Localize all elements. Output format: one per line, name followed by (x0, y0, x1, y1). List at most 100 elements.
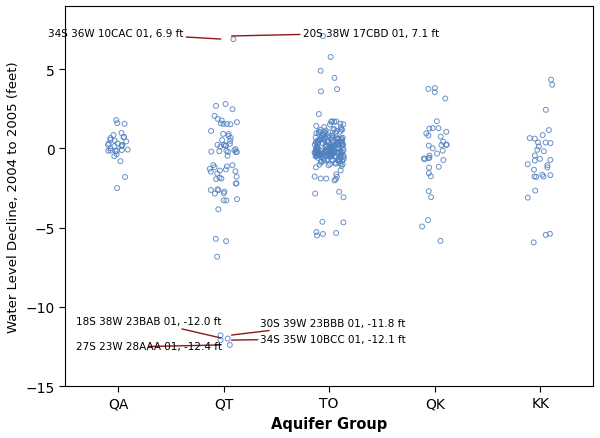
Point (327, 148, 337, 155)
Point (313, 140, 323, 147)
Point (523, 194, 533, 201)
Point (320, 148, 330, 155)
Point (333, 145, 343, 152)
Point (106, 137, 115, 144)
Point (231, 180, 241, 187)
Point (223, 149, 233, 156)
Point (331, 230, 341, 237)
Point (534, 144, 544, 151)
Point (538, 172, 547, 179)
Point (109, 153, 119, 160)
Point (215, 144, 225, 151)
Point (523, 161, 533, 168)
Point (217, 176, 226, 183)
Point (317, 154, 326, 161)
Point (312, 144, 322, 151)
Point (321, 127, 331, 134)
Text: 27S 23W 28AAA 01, -12.4 ft: 27S 23W 28AAA 01, -12.4 ft (76, 342, 222, 352)
Point (525, 135, 535, 142)
Point (437, 142, 446, 149)
Point (338, 219, 348, 226)
Point (317, 135, 326, 142)
Point (318, 33, 328, 40)
Point (112, 152, 121, 159)
Point (221, 143, 231, 150)
Point (332, 128, 341, 135)
Point (311, 153, 320, 160)
Point (313, 146, 322, 153)
Point (339, 148, 349, 155)
Point (545, 231, 555, 238)
Point (313, 152, 322, 159)
Point (317, 133, 327, 140)
Point (225, 141, 235, 148)
Point (326, 136, 335, 143)
Point (546, 77, 556, 84)
Point (316, 148, 325, 155)
Point (336, 127, 346, 134)
Point (221, 143, 230, 150)
Point (110, 143, 119, 150)
Point (312, 233, 322, 240)
Point (338, 194, 348, 201)
Point (213, 186, 223, 193)
Point (112, 120, 122, 127)
Point (106, 135, 115, 142)
Point (328, 150, 338, 157)
Point (116, 158, 125, 165)
Point (338, 142, 347, 149)
Point (310, 191, 320, 198)
Point (428, 145, 437, 152)
Point (539, 148, 548, 155)
Point (334, 189, 344, 196)
Point (442, 142, 452, 149)
Point (432, 151, 442, 158)
Point (320, 135, 329, 142)
Point (327, 148, 337, 155)
Point (329, 127, 339, 134)
Point (332, 154, 341, 161)
Point (327, 118, 337, 125)
Point (326, 142, 335, 149)
Point (337, 163, 346, 170)
Point (216, 337, 226, 344)
Point (322, 144, 331, 151)
Point (218, 131, 228, 138)
Point (327, 135, 337, 142)
Point (329, 126, 338, 133)
Point (327, 134, 337, 141)
Point (314, 150, 323, 157)
Point (333, 136, 343, 143)
Point (339, 154, 349, 161)
Point (422, 131, 431, 138)
Point (334, 158, 343, 165)
Point (328, 133, 337, 140)
Point (424, 165, 434, 172)
Point (332, 139, 341, 146)
Point (221, 166, 230, 173)
Point (326, 152, 336, 159)
Point (331, 143, 340, 150)
Point (438, 148, 448, 155)
Point (331, 130, 340, 137)
Point (326, 119, 336, 126)
Point (232, 149, 242, 156)
Point (333, 136, 343, 143)
Point (326, 54, 335, 61)
Point (530, 187, 540, 194)
Point (334, 135, 343, 142)
Point (314, 131, 323, 138)
Point (333, 141, 343, 148)
Point (337, 152, 346, 159)
Point (334, 150, 343, 157)
Point (311, 135, 320, 142)
Point (326, 149, 335, 156)
Point (206, 128, 216, 135)
Point (313, 148, 322, 155)
Point (532, 147, 542, 154)
Point (424, 133, 433, 140)
Point (311, 153, 321, 160)
Point (333, 150, 343, 157)
Point (320, 134, 330, 141)
Point (547, 82, 557, 89)
